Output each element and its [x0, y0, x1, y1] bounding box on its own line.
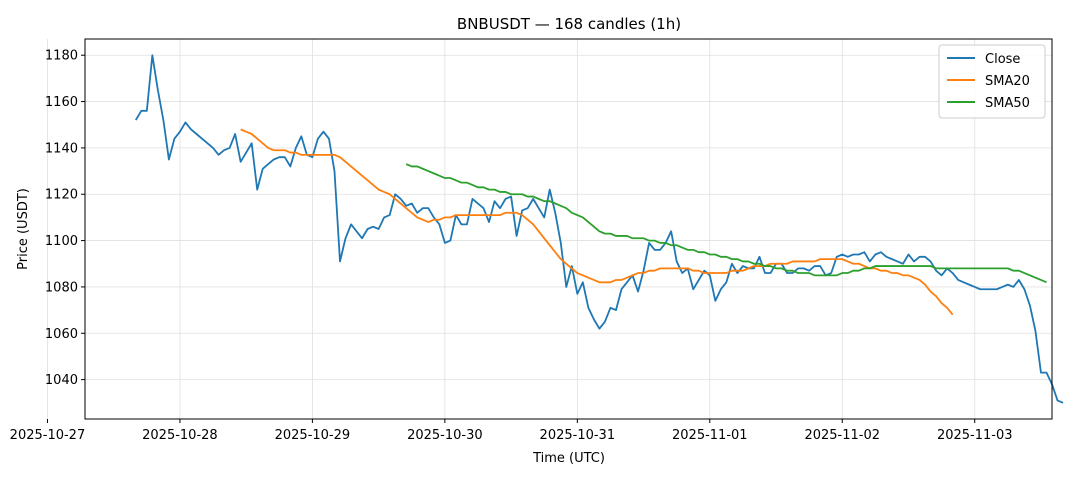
series-line-sma50	[405, 163, 1047, 284]
series-line-close	[135, 54, 1064, 404]
y-axis-ticks: 1040 1060 1080 1100 1120 1140 1160 1180	[45, 49, 85, 388]
legend-label-sma50: SMA50	[985, 96, 1030, 111]
legend-box	[938, 44, 1046, 119]
legend: Close SMA20 SMA50	[938, 44, 1046, 119]
y-tick-label: 1120	[45, 188, 78, 203]
y-tick-label: 1140	[45, 141, 78, 156]
x-tick-label: 2025-10-30	[407, 428, 483, 443]
y-tick-label: 1100	[45, 234, 78, 249]
y-tick-label: 1080	[45, 280, 78, 295]
chart-title: BNBUSDT — 168 candles (1h)	[457, 15, 681, 33]
x-tick-label: 2025-10-31	[540, 428, 616, 443]
x-tick-label: 2025-10-27	[10, 428, 86, 443]
x-tick-label: 2025-10-29	[275, 428, 351, 443]
y-tick-label: 1060	[45, 327, 78, 342]
y-tick-label: 1180	[45, 49, 78, 64]
y-axis-label: Price (USDT)	[16, 188, 31, 270]
x-axis-ticks: 2025-10-27 2025-10-28 2025-10-29 2025-10-30…	[10, 419, 1013, 443]
plot-frame	[84, 38, 1053, 420]
y-tick-label: 1040	[45, 373, 78, 388]
x-tick-label: 2025-11-01	[672, 428, 748, 443]
grid-lines	[47, 39, 1052, 419]
y-tick-label: 1160	[45, 95, 78, 110]
x-tick-label: 2025-10-28	[142, 428, 218, 443]
x-tick-label: 2025-11-02	[804, 428, 880, 443]
legend-label-close: Close	[985, 52, 1020, 67]
series-lines	[135, 54, 1064, 404]
legend-label-sma20: SMA20	[985, 74, 1030, 89]
x-tick-label: 2025-11-03	[937, 428, 1013, 443]
x-axis-label: Time (UTC)	[532, 451, 605, 466]
series-line-sma20	[240, 128, 954, 316]
